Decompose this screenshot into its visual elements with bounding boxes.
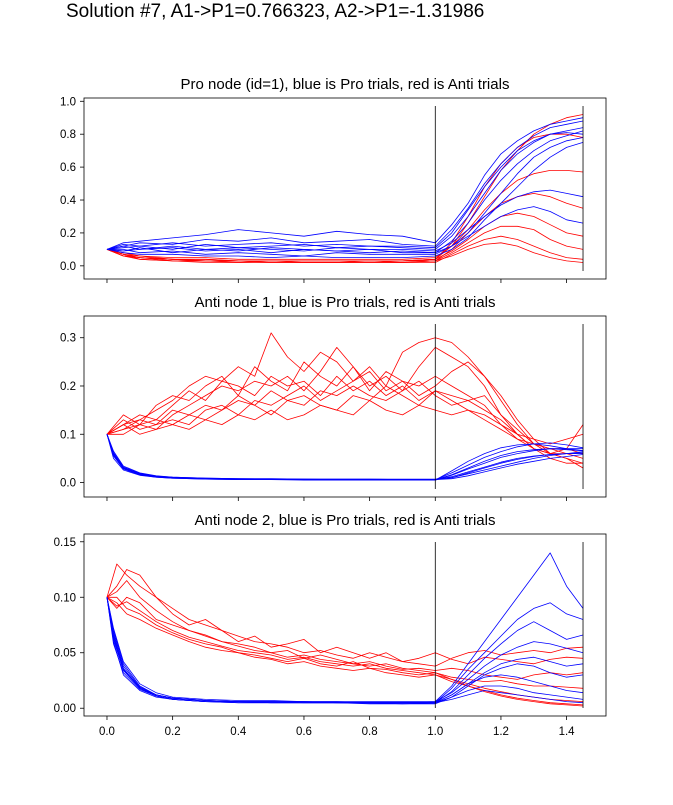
subplot-pro-node: Pro node (id=1), blue is Pro trials, red…	[60, 76, 607, 283]
anti-trial-line-15	[106, 375, 584, 455]
subplot-title: Anti node 1, blue is Pro trials, red is …	[195, 294, 496, 311]
x-tick-label: 0.2	[165, 726, 181, 738]
anti-trial-line-13	[106, 596, 584, 702]
x-tick-label: 0.6	[296, 726, 312, 738]
x-tick-label: 0.0	[99, 726, 115, 738]
pro-trial-line-0	[106, 117, 584, 250]
subplot-title: Pro node (id=1), blue is Pro trials, red…	[181, 76, 510, 93]
y-tick-label: 0.4	[60, 195, 77, 207]
pro-trial-line-3	[106, 434, 584, 481]
x-tick-label: 1.4	[559, 726, 576, 738]
y-tick-label: 0.0	[60, 478, 76, 490]
y-tick-label: 0.15	[54, 537, 76, 549]
pro-trial-line-4	[106, 434, 584, 481]
pro-trial-line-3	[106, 597, 584, 702]
anti-trial-line-14	[106, 597, 584, 706]
subplot-title: Anti node 2, blue is Pro trials, red is …	[195, 512, 496, 529]
anti-trial-line-11	[106, 596, 584, 680]
anti-trial-line-12	[107, 596, 584, 689]
anti-trial-line-16	[106, 133, 584, 262]
y-tick-label: 0.05	[54, 648, 76, 660]
anti-trial-line-10	[106, 169, 584, 260]
anti-trial-line-9	[106, 346, 584, 464]
axes-frame	[83, 533, 607, 717]
anti-trial-line-8	[106, 332, 584, 459]
pro-trial-line-6	[106, 189, 584, 252]
y-tick-label: 0.1	[60, 429, 76, 441]
pro-trial-line-7	[106, 434, 583, 481]
figure-suptitle: Solution #7, A1->P1=0.766323, A2->P1=-1.…	[66, 1, 485, 22]
anti-trial-line-10	[106, 569, 584, 665]
y-tick-label: 0.10	[54, 592, 76, 604]
y-tick-label: 0.00	[54, 703, 76, 715]
pro-trial-line-0	[106, 434, 584, 481]
pro-trial-line-3	[106, 130, 584, 254]
x-tick-label: 0.8	[362, 726, 378, 738]
pro-trial-line-2	[106, 127, 584, 250]
y-tick-label: 0.6	[60, 162, 76, 174]
anti-trial-line-14	[106, 380, 584, 454]
pro-trial-line-5	[106, 142, 584, 259]
subplot-anti-node-2: Anti node 2, blue is Pro trials, red is …	[54, 512, 607, 738]
pro-trial-line-5	[106, 434, 584, 481]
y-tick-label: 1.0	[60, 96, 76, 108]
y-tick-label: 0.3	[60, 333, 76, 345]
axes-frame	[83, 97, 607, 280]
pro-trial-line-8	[106, 132, 584, 250]
pro-trial-line-6	[106, 434, 583, 481]
y-tick-label: 0.0	[60, 261, 76, 273]
anti-trial-line-10	[106, 371, 583, 455]
x-tick-label: 0.4	[230, 726, 247, 738]
x-tick-label: 1.2	[493, 726, 509, 738]
pro-trial-line-8	[106, 597, 584, 704]
subplot-anti-node-1: Anti node 1, blue is Pro trials, red is …	[60, 294, 607, 501]
anti-trial-line-9	[106, 563, 584, 667]
pro-trial-line-2	[106, 597, 584, 705]
anti-trial-line-9	[106, 114, 584, 262]
axes-frame	[83, 315, 607, 498]
pro-trial-line-0	[106, 552, 584, 704]
y-tick-label: 0.8	[60, 129, 76, 141]
x-tick-label: 1.0	[427, 726, 443, 738]
y-tick-label: 0.2	[60, 381, 76, 393]
anti-trial-line-11	[107, 385, 584, 445]
pro-trial-line-1	[106, 434, 584, 481]
anti-trial-line-15	[106, 580, 584, 707]
pro-trial-line-1	[106, 120, 584, 250]
anti-trial-line-14	[106, 235, 584, 263]
pro-trial-line-7	[106, 206, 584, 254]
anti-trial-line-12	[106, 400, 583, 464]
anti-trial-line-13	[106, 361, 584, 469]
pro-trial-line-2	[106, 434, 584, 480]
pro-trial-line-4	[107, 137, 584, 257]
y-tick-label: 0.2	[60, 228, 76, 240]
